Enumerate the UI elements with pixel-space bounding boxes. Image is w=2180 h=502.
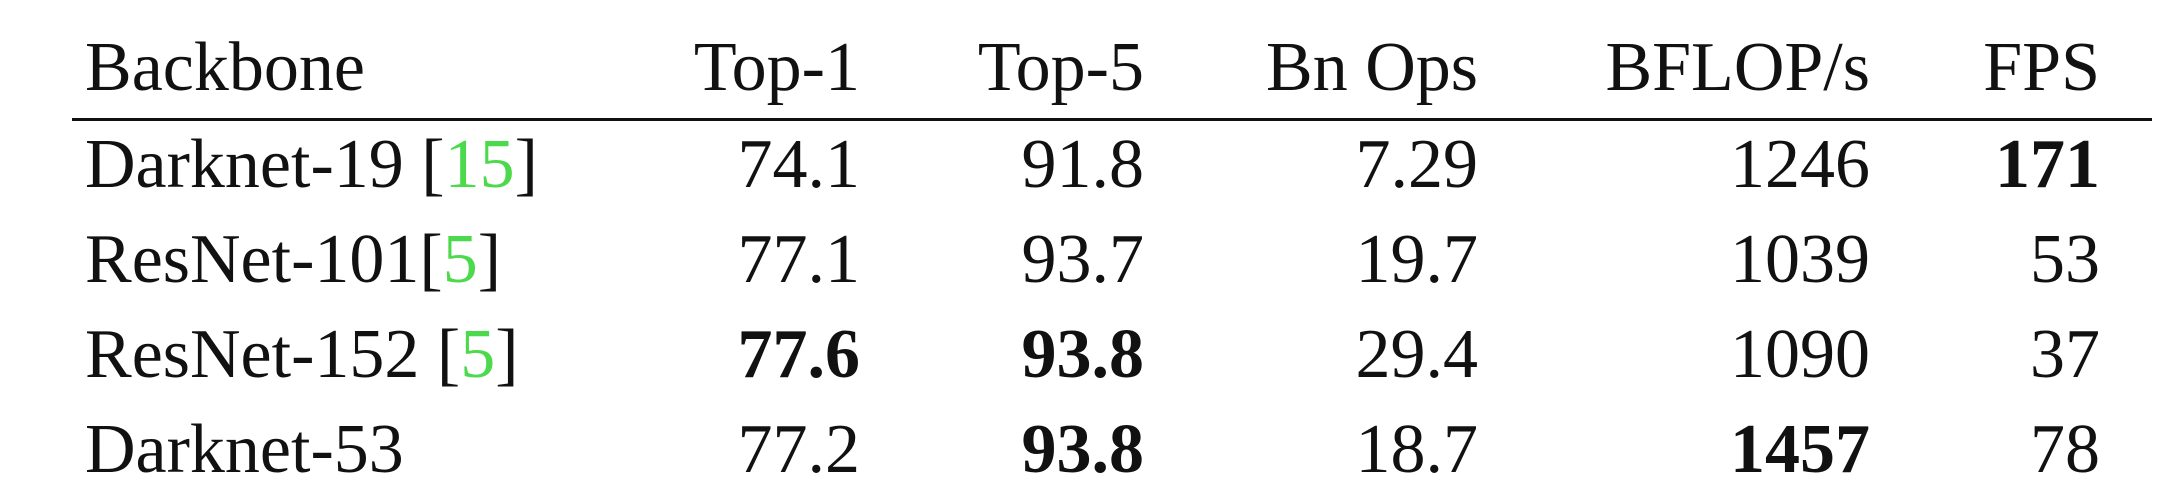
citation-open: [ — [436, 316, 461, 393]
citation-link[interactable]: 5 — [442, 221, 478, 298]
citation-close: ] — [477, 221, 502, 298]
header-fps: FPS — [1983, 29, 2100, 106]
header-rule — [72, 118, 2152, 121]
top5-cell: 93.7 — [1021, 221, 1145, 298]
table-row: Darknet-53 77.2 93.8 18.7 1457 78 — [0, 400, 2180, 500]
fps-cell: 78 — [2030, 411, 2100, 488]
table-row: ResNet-152 [5] 77.6 93.8 29.4 1090 37 — [0, 305, 2180, 405]
top1-cell: 77.6 — [737, 316, 861, 393]
header-bflops: BFLOP/s — [1605, 29, 1870, 106]
top5-cell: 93.8 — [1021, 411, 1145, 488]
top5-cell: 93.8 — [1021, 316, 1145, 393]
bn-ops-cell: 29.4 — [1355, 316, 1479, 393]
header-backbone: Backbone — [85, 29, 365, 106]
citation-open: [ — [419, 221, 443, 298]
backbone-name: ResNet-152 — [85, 316, 437, 393]
fps-cell: 37 — [2030, 316, 2100, 393]
citation-close: ] — [514, 126, 538, 203]
table-header-row: Backbone Top-1 Top-5 Bn Ops BFLOP/s FPS — [0, 18, 2180, 118]
backbone-cell: Darknet-53 — [85, 400, 404, 500]
backbone-name: Darknet-53 — [85, 411, 404, 488]
citation-close: ] — [495, 316, 519, 393]
header-bn-ops: Bn Ops — [1266, 29, 1478, 106]
backbone-name: Darknet-19 — [85, 126, 422, 203]
bn-ops-cell: 18.7 — [1355, 411, 1479, 488]
backbone-cell: ResNet-152 [5] — [85, 305, 519, 405]
backbone-cell: Darknet-19 [15] — [85, 115, 538, 215]
backbone-name: ResNet-101 — [85, 221, 420, 298]
top1-cell: 77.2 — [737, 411, 861, 488]
bn-ops-cell: 19.7 — [1355, 221, 1479, 298]
fps-cell: 53 — [2030, 221, 2100, 298]
citation-open: [ — [421, 126, 445, 203]
bflops-cell: 1457 — [1730, 411, 1870, 488]
table-row: ResNet-101[5] 77.1 93.7 19.7 1039 53 — [0, 210, 2180, 310]
header-top5: Top-5 — [977, 29, 1144, 106]
bflops-cell: 1090 — [1730, 316, 1870, 393]
header-top1: Top-1 — [693, 29, 860, 106]
backbone-cell: ResNet-101[5] — [85, 210, 501, 310]
fps-cell: 171 — [1995, 126, 2100, 203]
citation-link[interactable]: 5 — [460, 316, 496, 393]
top1-cell: 77.1 — [737, 221, 861, 298]
bflops-cell: 1246 — [1730, 126, 1870, 203]
bn-ops-cell: 7.29 — [1355, 126, 1479, 203]
top5-cell: 91.8 — [1021, 126, 1145, 203]
top1-cell: 74.1 — [737, 126, 861, 203]
table-row: Darknet-19 [15] 74.1 91.8 7.29 1246 171 — [0, 115, 2180, 215]
citation-link[interactable]: 15 — [444, 126, 515, 203]
bflops-cell: 1039 — [1730, 221, 1870, 298]
